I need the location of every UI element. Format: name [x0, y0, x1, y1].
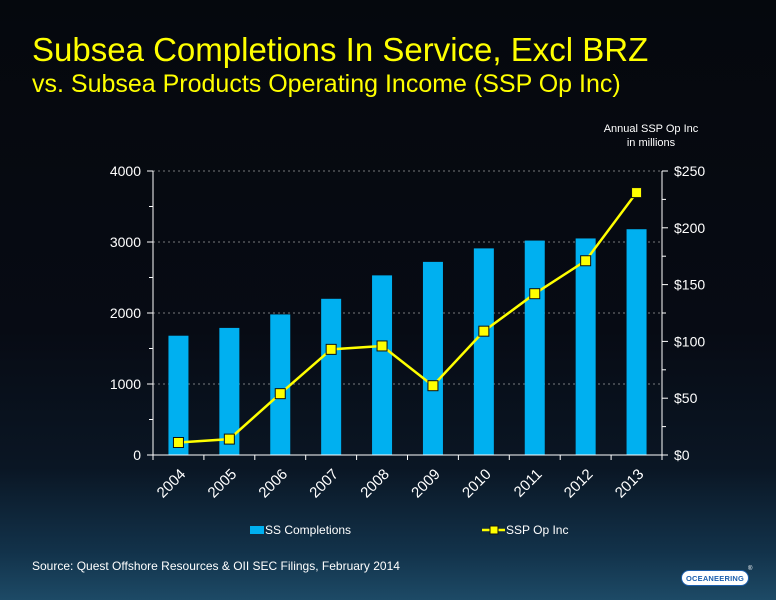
logo-text: OCEANEERING — [685, 573, 745, 583]
right-axis-title-line2: in millions — [626, 137, 676, 149]
marker-ssp-op-inc-2006 — [274, 388, 286, 400]
marker-ssp-op-inc-2012 — [580, 255, 592, 267]
x-axis-tick-label: 2004 — [154, 466, 190, 502]
x-axis-tick-label: 2013 — [612, 466, 648, 502]
source-note: Source: Quest Offshore Resources & OII S… — [32, 559, 400, 573]
legend-swatch-ss-completions — [250, 526, 264, 534]
bar-ss-completions-2010 — [473, 248, 494, 455]
x-axis-tick-label: 2008 — [357, 466, 393, 502]
right-axis-tick-label: $50 — [674, 390, 698, 406]
right-axis-tick-label: $150 — [674, 277, 705, 293]
left-axis-tick-label: 1000 — [110, 376, 141, 392]
left-axis-tick-label: 3000 — [110, 234, 141, 250]
chart-title: Subsea Completions In Service, Excl BRZ — [32, 31, 649, 68]
bar-ss-completions-2012 — [575, 238, 596, 455]
x-axis-tick-label: 2006 — [255, 466, 291, 502]
x-axis-tick-label: 2009 — [408, 466, 444, 502]
right-axis-tick-label: $200 — [674, 220, 705, 236]
marker-ssp-op-inc-2004 — [172, 437, 184, 449]
bar-ss-completions-2006 — [270, 314, 291, 455]
x-axis-tick-label: 2012 — [561, 466, 597, 502]
x-axis-tick-label: 2011 — [511, 466, 546, 501]
left-axis-tick-label: 2000 — [110, 305, 141, 321]
marker-ssp-op-inc-2005 — [223, 433, 235, 445]
legend-label-ssp-op-inc: SSP Op Inc — [506, 523, 568, 537]
x-axis-tick-label: 2007 — [306, 466, 342, 502]
bar-ss-completions-2005 — [219, 327, 240, 455]
bar-ss-completions-2007 — [321, 298, 342, 455]
legend-marker-ssp-op-inc — [489, 525, 499, 535]
right-axis-tick-label: $250 — [674, 163, 705, 179]
left-axis-tick-label: 0 — [133, 447, 141, 463]
bar-ss-completions-2004 — [168, 335, 189, 455]
bar-ss-completions-2011 — [524, 240, 545, 455]
bar-ss-completions-2009 — [422, 261, 443, 455]
legend-label-ss-completions: SS Completions — [265, 523, 351, 537]
x-axis-tick-label: 2005 — [205, 466, 241, 502]
marker-ssp-op-inc-2008 — [376, 340, 388, 352]
right-axis-tick-label: $100 — [674, 333, 705, 349]
marker-ssp-op-inc-2013 — [631, 187, 643, 199]
left-axis-tick-label: 4000 — [110, 163, 141, 179]
right-axis-title-line1: Annual SSP Op Inc — [603, 123, 699, 135]
marker-ssp-op-inc-2007 — [325, 343, 337, 355]
marker-ssp-op-inc-2010 — [478, 325, 490, 337]
registered-mark: ® — [748, 566, 753, 572]
right-axis-title: Annual SSP Op Inc in millions — [586, 122, 716, 150]
bar-ss-completions-2008 — [372, 275, 393, 455]
marker-ssp-op-inc-2009 — [427, 380, 439, 392]
x-axis-tick-label: 2010 — [459, 466, 495, 502]
line-ssp-op-inc — [178, 191, 638, 444]
right-axis-tick-label: $0 — [674, 447, 690, 463]
bar-ss-completions-2013 — [626, 229, 647, 455]
oceaneering-logo: OCEANEERING — [681, 570, 749, 586]
chart-subtitle: vs. Subsea Products Operating Income (SS… — [32, 70, 621, 98]
marker-ssp-op-inc-2011 — [529, 288, 541, 300]
